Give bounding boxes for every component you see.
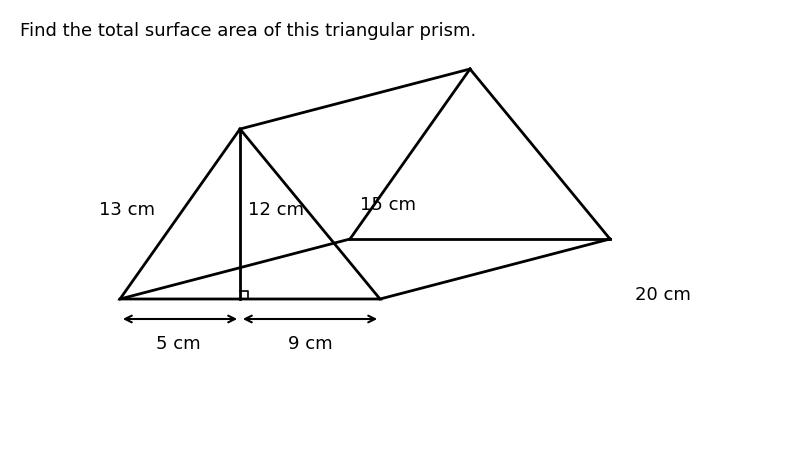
Text: 15 cm: 15 cm [360, 196, 416, 213]
Text: 20 cm: 20 cm [635, 285, 691, 304]
Text: 13 cm: 13 cm [99, 201, 155, 219]
Text: Find the total surface area of this triangular prism.: Find the total surface area of this tria… [20, 22, 476, 40]
Text: 12 cm: 12 cm [248, 201, 304, 219]
Text: 5 cm: 5 cm [156, 334, 200, 352]
Text: 9 cm: 9 cm [288, 334, 332, 352]
